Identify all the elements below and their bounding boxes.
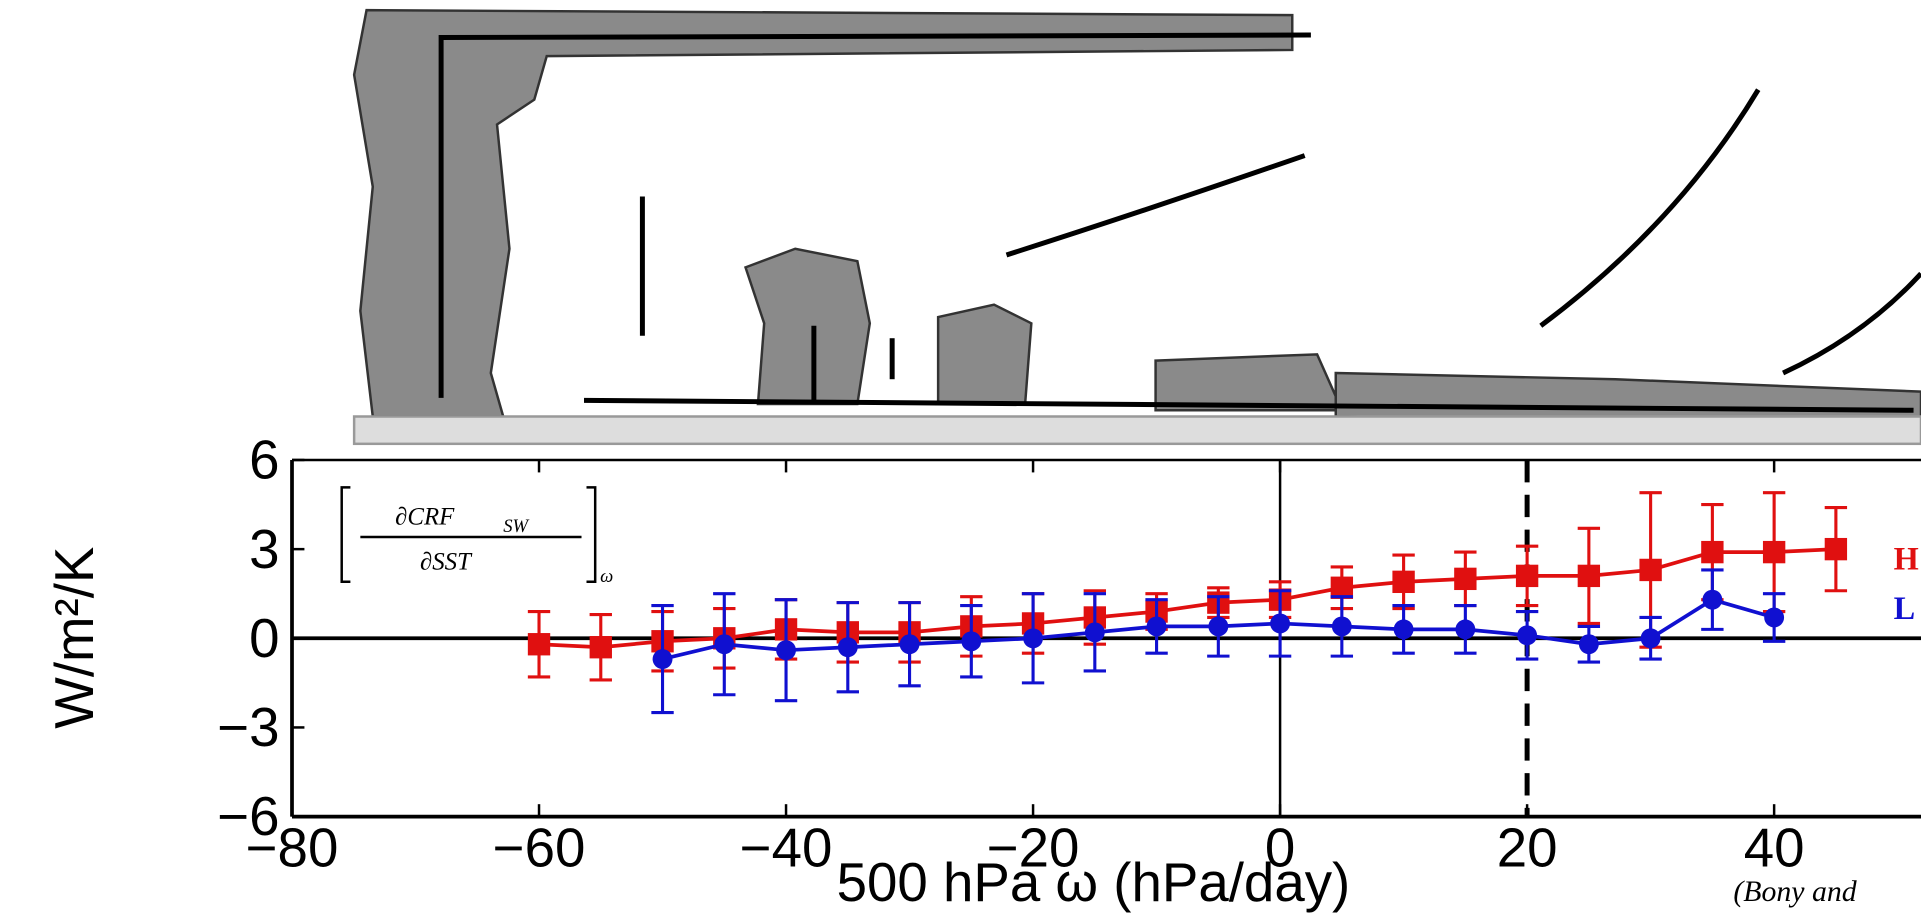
denominator: ∂SST (420, 548, 473, 575)
marker (1455, 619, 1476, 640)
marker (1517, 625, 1538, 646)
marker (837, 637, 858, 658)
marker (961, 631, 982, 652)
plot-area: −6 −3 0 3 6 −80 −60 −40 −20 0 20 40 HL (217, 430, 1921, 878)
marker (776, 640, 796, 661)
y-axis-label: W/m²/K (44, 547, 105, 729)
marker (1330, 576, 1354, 599)
marker (899, 634, 920, 655)
citation: (Bony and (1733, 875, 1856, 908)
marker (1515, 564, 1539, 588)
marker (1393, 619, 1414, 640)
arrow (438, 32, 1311, 398)
marker (1023, 628, 1044, 649)
x-tick-label: −60 (493, 817, 586, 878)
legend-label: H (1894, 540, 1919, 576)
outer-sub: ω (600, 566, 613, 587)
y-tick-label: 0 (249, 608, 279, 669)
marker (589, 636, 612, 659)
y-tick-label: −3 (217, 697, 279, 758)
x-axis-label: 500 hPa ω (hPa/day) (837, 852, 1351, 913)
marker (1270, 613, 1291, 634)
marker (1640, 628, 1661, 649)
legend-label: L (1894, 590, 1916, 626)
marker (1331, 616, 1352, 637)
arrows (438, 32, 1921, 413)
x-tick-label: −40 (740, 817, 833, 878)
cumulus (936, 303, 1033, 406)
x-tick-label: 20 (1497, 817, 1558, 878)
marker (527, 633, 551, 656)
marker (1702, 589, 1723, 610)
stratocumulus (1154, 353, 1344, 412)
numerator: ∂CRF (395, 504, 455, 531)
y-tick-label: −6 (217, 786, 279, 847)
arrow (1539, 88, 1761, 328)
bracket (340, 486, 597, 583)
marker (1764, 607, 1785, 628)
circulation-diagram (352, 8, 1921, 446)
marker (1639, 558, 1662, 582)
marker (1146, 616, 1167, 637)
ground (352, 415, 1921, 446)
marker (714, 634, 735, 655)
marker (1577, 564, 1601, 588)
y-tick-label: 6 (249, 430, 279, 491)
x-tick-label: 0 (1265, 817, 1295, 878)
y-tick-label: 3 (249, 519, 279, 580)
marker (1762, 540, 1786, 564)
marker (1392, 570, 1415, 594)
marker (1824, 537, 1848, 561)
marker (1578, 634, 1599, 655)
deep-convection (352, 8, 1294, 418)
x-tick-label: 40 (1744, 817, 1805, 878)
marker (1084, 622, 1105, 643)
series-line (538, 547, 1836, 650)
marker (1701, 540, 1724, 564)
marker (1454, 567, 1477, 591)
marker (652, 649, 673, 670)
arrow (1782, 271, 1921, 376)
formula: ∂CRF SW ∂SST ω (340, 486, 613, 587)
marker (1208, 616, 1229, 637)
arrow (583, 397, 1914, 413)
cumulus (743, 247, 872, 406)
numerator-sub: SW (503, 516, 529, 537)
arrow (1005, 153, 1306, 258)
x-tick-label: −20 (987, 817, 1080, 878)
x-tick-label: −80 (246, 817, 339, 878)
